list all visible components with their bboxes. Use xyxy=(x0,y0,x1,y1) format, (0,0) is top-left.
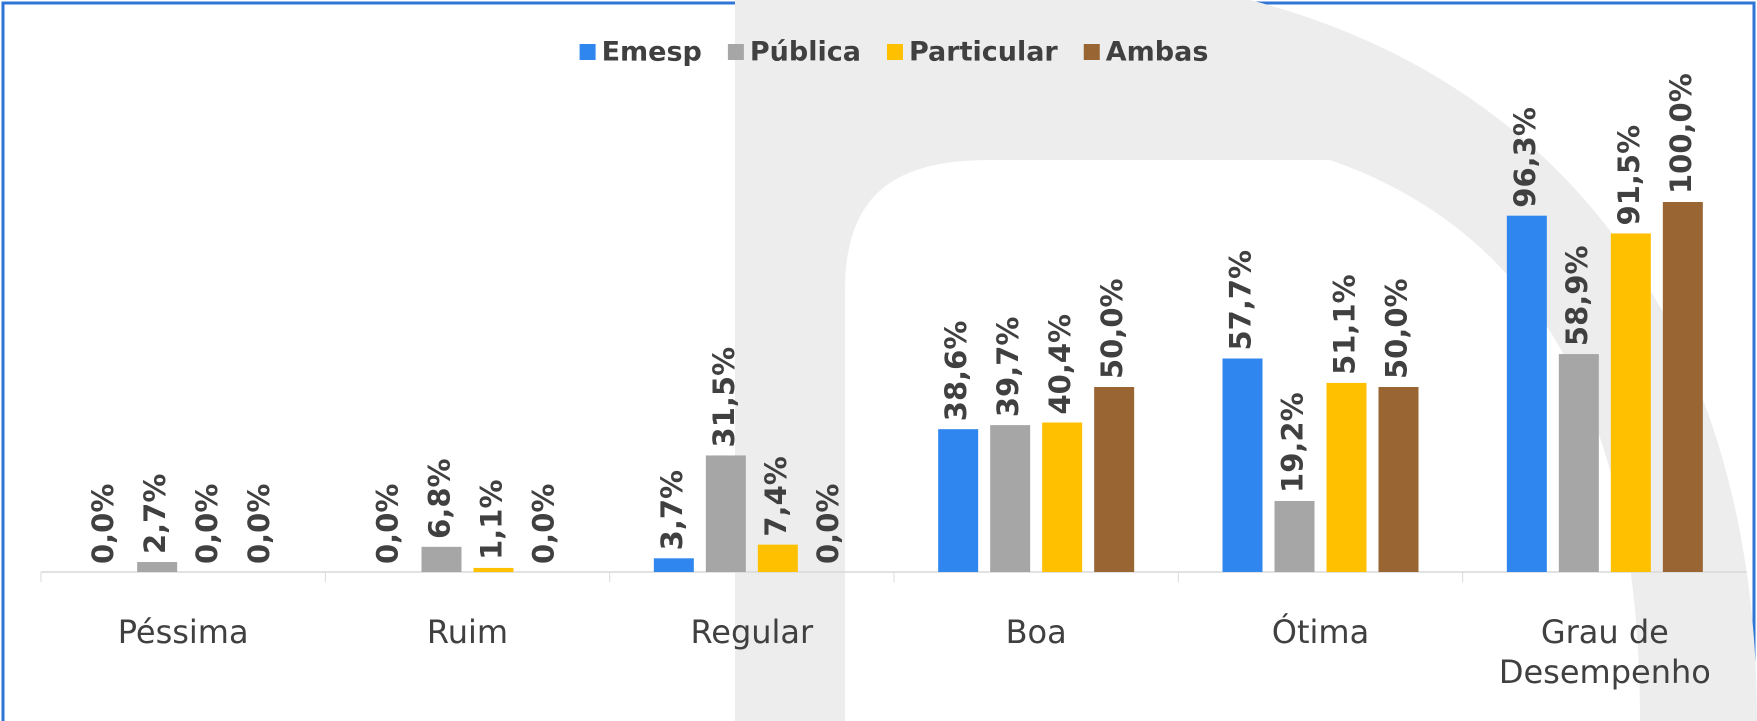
legend-swatch xyxy=(579,44,596,60)
legend-label: Emesp xyxy=(602,37,702,68)
data-label: 58,9% xyxy=(1560,245,1594,346)
bar xyxy=(938,429,979,572)
x-tick-label: Péssima xyxy=(117,613,249,651)
data-label: 1,1% xyxy=(475,479,509,559)
data-label: 7,4% xyxy=(759,456,793,536)
bar xyxy=(421,546,462,572)
data-label: 2,7% xyxy=(138,474,172,554)
x-tick-label: Ruim xyxy=(426,613,509,651)
bar xyxy=(1378,387,1419,572)
legend-label: Pública xyxy=(750,37,861,68)
data-label: 31,5% xyxy=(707,347,741,448)
bar xyxy=(705,455,746,572)
data-label: 50,0% xyxy=(1380,278,1414,379)
data-label: 50,0% xyxy=(1095,278,1129,379)
bar xyxy=(1274,500,1315,572)
data-label: 51,1% xyxy=(1328,274,1362,375)
x-tick-label: Boa xyxy=(1005,613,1067,651)
bar xyxy=(137,562,178,572)
x-tick-label: Grau de Desempenho xyxy=(1498,613,1711,691)
legend-label: Ambas xyxy=(1106,37,1209,68)
data-label: 0,0% xyxy=(86,484,120,564)
data-label: 38,6% xyxy=(939,321,973,422)
data-label: 0,0% xyxy=(190,484,224,564)
data-label: 91,5% xyxy=(1612,125,1646,226)
data-label: 0,0% xyxy=(811,484,845,564)
bar xyxy=(1042,422,1083,572)
bar xyxy=(1610,233,1651,572)
data-label: 0,0% xyxy=(371,484,405,564)
legend-swatch xyxy=(1083,44,1100,60)
bar xyxy=(653,558,694,572)
bar xyxy=(1662,202,1703,572)
data-label: 3,7% xyxy=(655,470,689,550)
bar xyxy=(1506,215,1547,572)
bar xyxy=(757,544,798,572)
data-label: 40,4% xyxy=(1043,314,1077,415)
bar xyxy=(990,425,1031,572)
legend-label: Particular xyxy=(909,37,1058,68)
data-label: 0,0% xyxy=(242,484,276,564)
legend-swatch xyxy=(886,44,903,60)
x-tick-label: Ótima xyxy=(1271,613,1370,651)
bar xyxy=(1222,358,1263,572)
x-tick-label: Regular xyxy=(690,613,814,651)
data-label: 6,8% xyxy=(423,458,457,538)
bar xyxy=(1558,354,1599,572)
data-label: 0,0% xyxy=(527,484,561,564)
data-label: 100,0% xyxy=(1664,73,1698,194)
bar xyxy=(1326,382,1367,572)
data-label: 19,2% xyxy=(1276,392,1310,493)
data-label: 57,7% xyxy=(1224,250,1258,351)
bar xyxy=(473,567,514,572)
bar xyxy=(1094,387,1135,572)
legend-swatch xyxy=(727,44,744,60)
data-label: 96,3% xyxy=(1508,107,1542,208)
data-label: 39,7% xyxy=(991,317,1025,418)
